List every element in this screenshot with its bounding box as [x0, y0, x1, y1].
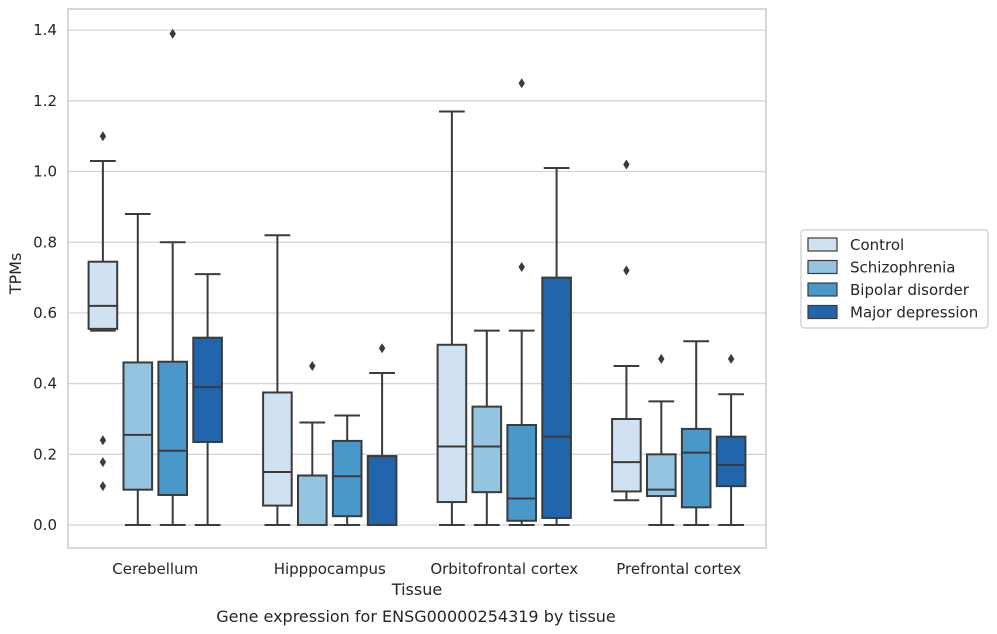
outlier-point [169, 28, 176, 39]
box-0-2 [436, 110, 468, 527]
outlier-point [99, 435, 107, 446]
outlier-point [309, 360, 316, 371]
y-tick-label: 0.2 [33, 445, 57, 463]
box-3-3 [715, 353, 747, 527]
outlier-point [658, 353, 665, 364]
outlier-point [623, 159, 630, 170]
box-body [192, 336, 223, 443]
legend-label: Major depression [850, 304, 978, 322]
box-2-1 [331, 414, 363, 527]
box-body [715, 435, 747, 488]
box-0-0 [87, 131, 119, 492]
y-tick-label: 1.4 [33, 21, 57, 39]
box-3-1 [366, 343, 398, 527]
outlier-point [623, 265, 630, 276]
x-tick-label: Hipppocampus [274, 560, 386, 578]
outlier-point [99, 457, 107, 468]
y-axis-label: TPMs [6, 253, 25, 296]
box-body [680, 427, 712, 509]
outlier-point [378, 343, 386, 354]
x-tick-label: Prefrontal cortex [616, 560, 741, 578]
x-tick-label: Orbitofrontal cortex [430, 560, 578, 578]
legend-frame [800, 229, 989, 329]
y-tick-label: 0.0 [33, 516, 57, 534]
y-tick-labels: 0.0 0.2 0.4 0.6 0.8 1.0 1.2 1.4 [33, 21, 57, 534]
outlier-point [518, 78, 525, 89]
y-tick-label: 1.2 [33, 92, 57, 110]
box-1-1 [296, 360, 328, 527]
box-body [436, 343, 468, 504]
figure-caption: Gene expression for ENSG00000254319 by t… [216, 607, 616, 626]
box-3-2 [541, 167, 572, 527]
legend-swatch [807, 237, 838, 252]
boxes [87, 28, 747, 527]
outlier-point [727, 353, 735, 364]
x-tick-label: Cerebellum [112, 560, 198, 578]
legend-swatch [807, 304, 838, 320]
box-body [122, 361, 154, 491]
y-tick-label: 0.8 [33, 233, 57, 251]
outlier-point [518, 262, 525, 273]
box-body [506, 424, 538, 522]
box-body [87, 260, 119, 330]
box-body [366, 455, 398, 527]
x-axis-label: Tissue [391, 580, 442, 599]
box-body [296, 474, 328, 527]
box-0-3 [611, 159, 642, 502]
outlier-point [99, 481, 107, 492]
legend-label: Control [850, 236, 904, 254]
box-2-0 [157, 28, 189, 527]
legend-swatch [807, 282, 838, 297]
box-1-2 [471, 329, 503, 527]
y-tick-label: 0.6 [33, 304, 57, 322]
box-body [262, 391, 293, 507]
box-1-3 [645, 353, 677, 527]
legend-label: Schizophrenia [850, 259, 955, 277]
box-3-0 [192, 273, 223, 527]
box-2-3 [680, 340, 712, 527]
y-tick-label: 0.4 [33, 375, 57, 393]
legend: Control Schizophrenia Bipolar disorder Majo… [800, 229, 989, 329]
legend-label: Bipolar disorder [850, 281, 970, 299]
plot-frame [67, 8, 767, 549]
y-tick-label: 1.0 [33, 163, 57, 181]
box-body [157, 360, 189, 496]
x-tick-labels: Cerebellum Hipppocampus Orbitofrontal cort… [112, 560, 741, 578]
box-body [541, 276, 572, 519]
outlier-point [99, 131, 107, 142]
box-2-2 [506, 78, 538, 527]
box-body [471, 405, 503, 494]
box-1-0 [122, 212, 154, 527]
box-body [611, 417, 642, 493]
box-body [331, 439, 363, 518]
box-0-1 [262, 234, 293, 527]
legend-swatch [807, 259, 838, 275]
